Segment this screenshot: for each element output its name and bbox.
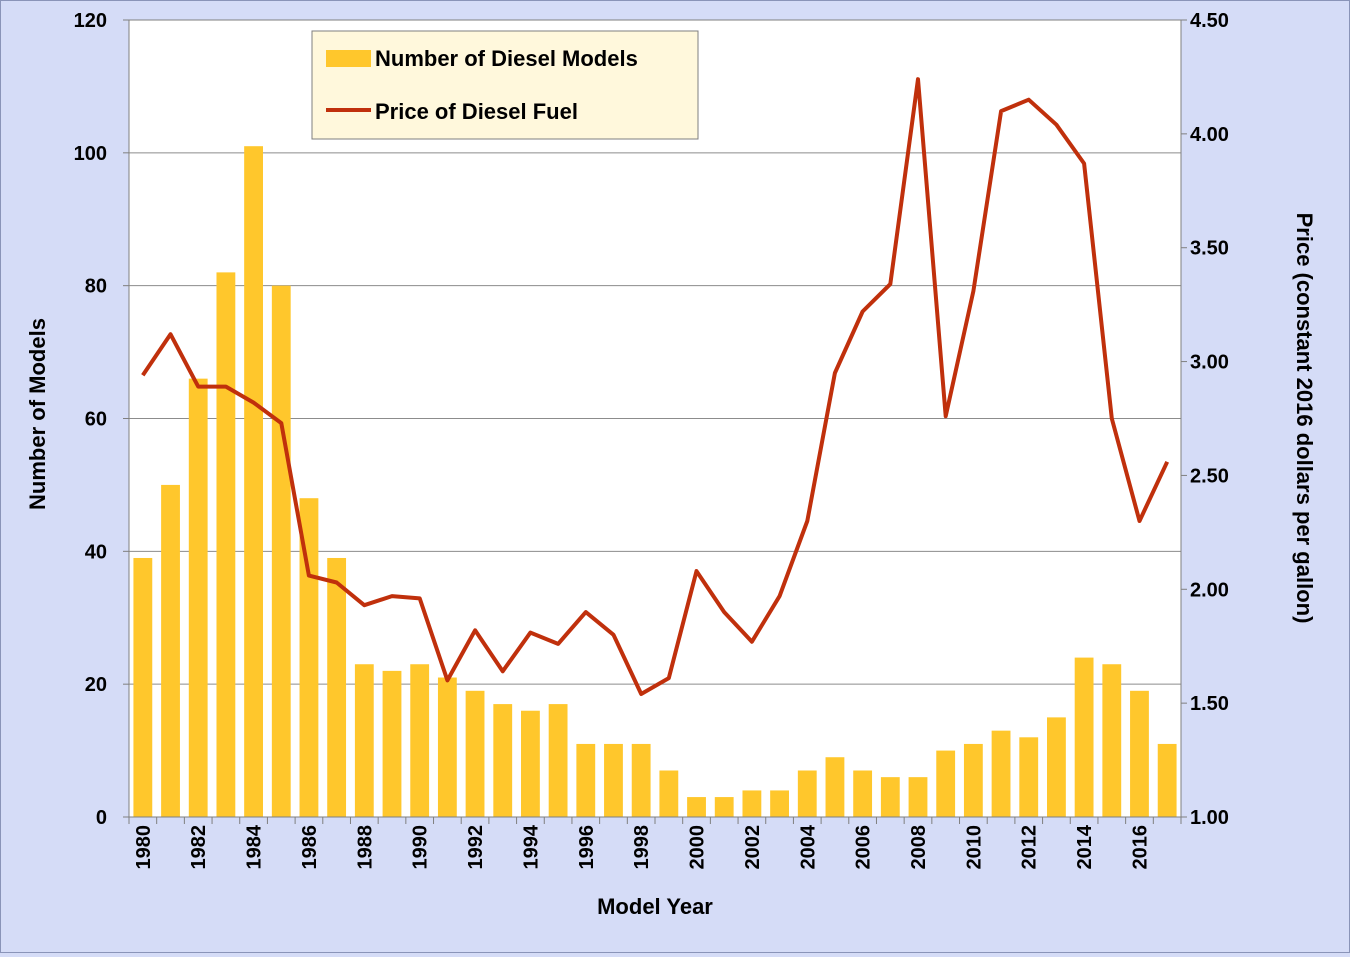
bar-1993: [493, 704, 513, 817]
price-line: [141, 77, 1170, 696]
bar-2007: [880, 777, 900, 817]
bar-1995: [548, 704, 568, 817]
bar-1981: [161, 484, 180, 817]
x-tick-label-1984: 1984: [244, 824, 266, 869]
x-tick-label-2010: 2010: [963, 825, 985, 870]
x-tick-label-2008: 2008: [908, 825, 930, 870]
legend-line-label: Price of Diesel Fuel: [375, 99, 578, 124]
y-tick-label-100: 100: [74, 143, 107, 165]
bar-1989: [382, 670, 402, 817]
y2-tick-label-1.00: 1.00: [1190, 807, 1229, 829]
bar-1992: [465, 690, 485, 817]
y2-tick-label-2.00: 2.00: [1190, 579, 1229, 601]
y2-tick-label-3.50: 3.50: [1190, 238, 1229, 260]
bar-2013: [1047, 717, 1066, 817]
legend-bar-label: Number of Diesel Models: [375, 46, 638, 71]
bar-2016: [1130, 690, 1149, 817]
y2-tick-label-4.00: 4.00: [1190, 124, 1229, 146]
x-tick-label-1998: 1998: [631, 825, 653, 870]
bar-1998: [631, 743, 651, 817]
x-tick-label-1996: 1996: [576, 825, 598, 870]
legend-box: [311, 30, 699, 140]
bar-series: [133, 146, 1177, 818]
bar-1985: [271, 285, 291, 818]
bar-1997: [604, 743, 623, 817]
bar-2001: [714, 797, 734, 817]
x-tick-label-2000: 2000: [687, 825, 709, 870]
bar-2015: [1102, 664, 1122, 817]
bar-2004: [797, 770, 817, 817]
y2-tick-label-4.50: 4.50: [1190, 10, 1229, 32]
bar-2014: [1074, 657, 1094, 817]
y-tick-label-120: 120: [74, 10, 107, 32]
x-tick-label-1982: 1982: [188, 825, 210, 870]
bar-1982: [188, 378, 208, 817]
bar-1983: [216, 272, 236, 818]
x-axis-title: Model Year: [597, 894, 713, 919]
y-tick-label-20: 20: [85, 674, 107, 696]
bar-2017: [1157, 743, 1177, 817]
x-tick-label-2016: 2016: [1130, 825, 1152, 870]
bar-1991: [437, 677, 457, 817]
bar-2009: [936, 750, 956, 817]
x-tick-label-1980: 1980: [133, 825, 155, 870]
bar-1994: [521, 710, 540, 817]
x-tick-label-1990: 1990: [410, 825, 432, 870]
bar-2000: [687, 797, 706, 817]
x-axis-ticks: 1980 1982 1984 1986 1988 1990 1992 1994 1996 1998…: [133, 824, 1152, 869]
line-series: [141, 77, 1170, 696]
legend: Number of Diesel Models Price of Diesel …: [311, 30, 699, 140]
y2-tick-label-3.00: 3.00: [1190, 352, 1229, 374]
y2-tick-label-1.50: 1.50: [1190, 693, 1229, 715]
bar-1988: [354, 664, 374, 817]
x-tick-label-1986: 1986: [299, 825, 321, 870]
x-tick-label-2004: 2004: [797, 824, 819, 869]
bar-2003: [770, 790, 789, 817]
x-tick-label-1988: 1988: [354, 825, 376, 870]
x-tick-label-1994: 1994: [520, 824, 542, 869]
y-tick-label-0: 0: [96, 807, 107, 829]
bar-2006: [853, 770, 873, 817]
x-tick-label-2006: 2006: [853, 825, 875, 870]
y-tick-label-40: 40: [85, 541, 107, 563]
x-tick-label-1992: 1992: [465, 825, 487, 870]
right-axis-ticks: 1.00 1.50 2.00 2.50 3.00 3.50 4.00 4.50: [1181, 10, 1229, 829]
y2-axis-title: Price (constant 2016 dollars per gallon): [1292, 213, 1317, 624]
x-tick-label-2002: 2002: [742, 825, 764, 870]
y-tick-label-60: 60: [85, 409, 107, 431]
bar-1987: [327, 557, 347, 817]
bar-2005: [825, 757, 845, 817]
bar-1996: [576, 743, 596, 817]
y-tick-label-80: 80: [85, 276, 107, 298]
bar-1984: [244, 146, 263, 818]
bar-2012: [1019, 737, 1039, 817]
bar-2002: [742, 790, 762, 817]
bar-1990: [410, 664, 430, 817]
bar-1980: [133, 557, 153, 817]
bar-2008: [908, 777, 928, 817]
x-tick-label-2014: 2014: [1074, 824, 1096, 869]
legend-bar-swatch: [326, 50, 371, 67]
bar-1999: [659, 770, 679, 817]
bar-2010: [963, 743, 983, 817]
x-tick-label-2012: 2012: [1019, 825, 1041, 870]
y2-tick-label-2.50: 2.50: [1190, 465, 1229, 487]
bar-2011: [991, 730, 1011, 817]
left-axis-ticks: 0 20 40 60 80 100 120: [74, 10, 129, 829]
y-axis-title: Number of Models: [25, 318, 50, 510]
